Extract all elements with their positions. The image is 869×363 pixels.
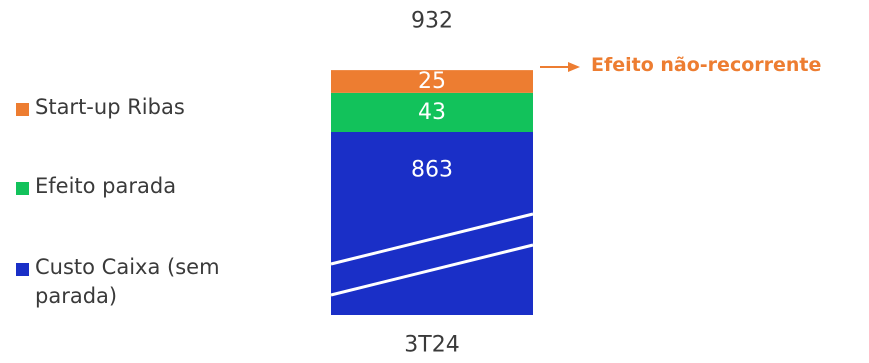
data-label-start-up-ribas: 25 [418, 69, 446, 94]
legend-label-custo-caixa: Custo Caixa (sem parada) [35, 255, 220, 308]
bar-segment-start-up-ribas [331, 70, 533, 93]
annotation-arrow-head [568, 62, 580, 72]
legend-item-efeito-parada: Efeito parada [16, 172, 275, 201]
data-label-custo-caixa-sem-parada: 863 [411, 158, 453, 183]
data-label-efeito-parada: 43 [418, 100, 446, 125]
legend-item-custo-caixa: Custo Caixa (sem parada) [16, 253, 275, 311]
legend-label-start-up-ribas: Start-up Ribas [35, 95, 185, 119]
legend-label-efeito-parada: Efeito parada [35, 174, 177, 198]
axis-break-line [330, 243, 534, 297]
annotation-label: Efeito não-recorrente [591, 54, 822, 76]
bar-segment-efeito-parada [331, 92, 533, 132]
legend-item-start-up-ribas: Start-up Ribas [16, 93, 275, 122]
legend-swatch-custo-caixa [16, 263, 29, 276]
axis-break-line [330, 212, 534, 266]
data-labels: 863 43 25 932 3T24 [404, 9, 459, 358]
legend-swatch-efeito-parada [16, 182, 29, 195]
legend-swatch-start-up-ribas [16, 103, 29, 116]
total-label: 932 [411, 9, 453, 34]
category-label: 3T24 [404, 333, 459, 358]
